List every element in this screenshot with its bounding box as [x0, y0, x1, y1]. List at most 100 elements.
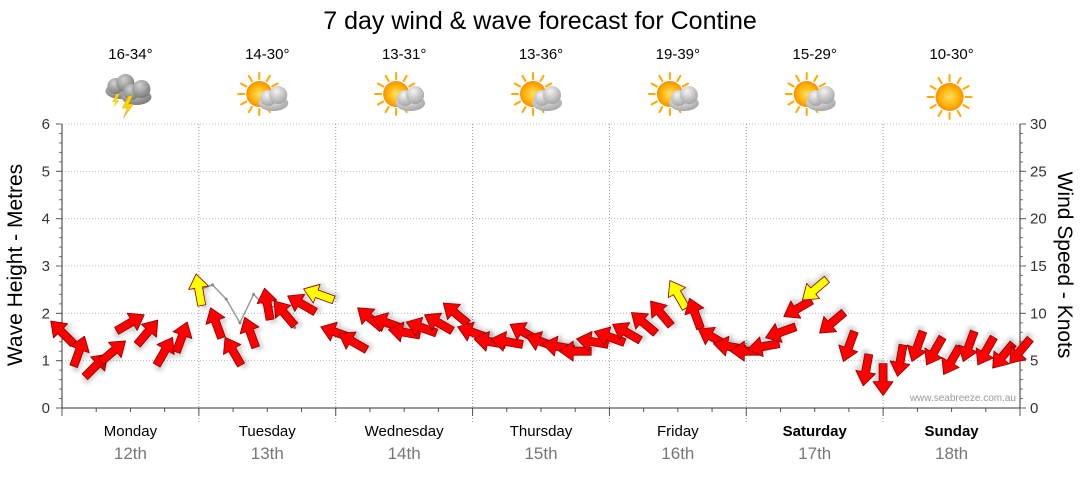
wind-arrow-shape [424, 312, 455, 335]
day-temperature: 15-29° [793, 46, 837, 63]
sun-ray [937, 109, 943, 118]
wind-arrow-shape [188, 273, 209, 307]
sun-ray [376, 82, 385, 88]
y-left-tick-label: 3 [42, 258, 50, 275]
wind-arrow [558, 338, 596, 362]
wind-arrow [975, 330, 998, 366]
watermark: www.seabreeze.com.au [909, 393, 1016, 404]
sun-ray [813, 74, 819, 83]
wind-arrow [205, 307, 230, 342]
day-date-label: 13th [251, 444, 284, 463]
y-right-tick-label: 10 [1030, 305, 1047, 322]
wind-arrow [405, 315, 443, 338]
day-temperature: 13-36° [519, 46, 563, 63]
partly-cloudy-icon [511, 72, 562, 116]
y-right-tick-label: 5 [1030, 353, 1038, 370]
wind-arrow [112, 312, 145, 339]
day-temperature: 13-31° [382, 46, 426, 63]
cloud-part [269, 86, 288, 104]
wave-height-point [252, 292, 256, 296]
sun-ray [521, 105, 527, 114]
wind-arrow [133, 319, 159, 353]
sun-ray [513, 100, 522, 106]
day-temperature: 14-30° [245, 46, 289, 63]
lightning-bolt [122, 95, 134, 119]
wind-arrow [172, 321, 194, 359]
day-temperature: 19-39° [656, 46, 700, 63]
wind-arrow-shape [338, 331, 370, 354]
day-date-label: 18th [935, 444, 968, 463]
day-name-label: Sunday [924, 423, 979, 440]
x-axis-day-labels: Monday 12th Tuesday 13th Wednesday 14th Thursd… [104, 423, 980, 463]
wind-arrow-shape [838, 329, 859, 362]
wind-arrow-shape [98, 340, 126, 365]
sun-ray [650, 82, 658, 88]
sun-ray [376, 100, 385, 106]
cloud-part [132, 80, 151, 98]
wave-height-point [224, 297, 228, 301]
sun-ray [818, 82, 826, 88]
thunderstorm-icon [105, 74, 152, 119]
wind-arrow [924, 330, 947, 366]
wind-arrow-shape [802, 275, 830, 301]
sun-ray [937, 76, 943, 85]
y-axis-right-ticks: 0 5 10 15 20 25 30 [1030, 116, 1047, 417]
wind-arrow-shape [783, 296, 814, 319]
wind-arrow-shape [667, 280, 690, 311]
wind-arrow [802, 271, 831, 301]
wind-arrow-shape [273, 300, 299, 329]
day-date-label: 17th [798, 444, 831, 463]
wind-arrow-shape [114, 312, 145, 335]
sun-ray [247, 105, 253, 114]
wind-arrow [239, 316, 264, 352]
lightning-bolt [112, 94, 120, 108]
wind-arrow-shape [924, 334, 947, 366]
wind-arrow-shape [684, 297, 705, 331]
sun-ray [956, 109, 962, 118]
sun-ray [265, 74, 271, 83]
wind-arrow [490, 329, 528, 352]
cloud-part [816, 86, 835, 104]
wind-arrow-shape [287, 293, 318, 316]
sun-ray [962, 85, 970, 90]
wind-arrow-shape [593, 326, 627, 347]
wind-arrow [424, 312, 460, 335]
wind-arrow [905, 325, 928, 362]
wind-arrow-shape [69, 335, 90, 369]
wind-arrow-shape [558, 340, 592, 362]
day-name-label: Friday [657, 423, 699, 440]
day-temperature: 16-34° [108, 46, 152, 63]
wind-arrow-shape [303, 283, 336, 305]
wind-arrow-shape [387, 321, 421, 343]
sun-ray [795, 105, 801, 114]
sun-ray [956, 76, 962, 85]
sunny-icon [926, 74, 973, 120]
sun-ray [787, 100, 795, 106]
y-left-tick-label: 6 [42, 116, 50, 133]
partly-cloudy-icon [647, 72, 699, 116]
sun-ray [384, 105, 390, 114]
wind-arrow [630, 312, 664, 337]
wind-arrow-shape [576, 331, 610, 352]
wave-height-point [238, 321, 242, 325]
wind-arrow-shape [405, 317, 439, 338]
wind-arrow [870, 359, 894, 397]
day-date-label: 15th [524, 444, 557, 463]
weather-icons: 16-34° 14-30° 13-31° 13-36° 19-39° 15-29° 10-3… [105, 46, 974, 120]
sun-disc [935, 83, 964, 111]
wind-arrow-shape [889, 343, 911, 377]
sun-ray [787, 82, 795, 88]
day-date-label: 12th [114, 444, 147, 463]
wind-arrow [338, 331, 374, 354]
wind-arrow-shape [172, 321, 193, 354]
day-name-label: Thursday [510, 423, 573, 440]
y-right-tick-label: 15 [1030, 258, 1047, 275]
y-right-tick-label: 25 [1030, 163, 1047, 180]
wind-arrow-shape [490, 331, 524, 352]
sun-ray [929, 85, 937, 90]
sun-ray [658, 74, 664, 83]
wind-arrow [273, 300, 303, 330]
partly-cloudy-icon [237, 72, 289, 116]
